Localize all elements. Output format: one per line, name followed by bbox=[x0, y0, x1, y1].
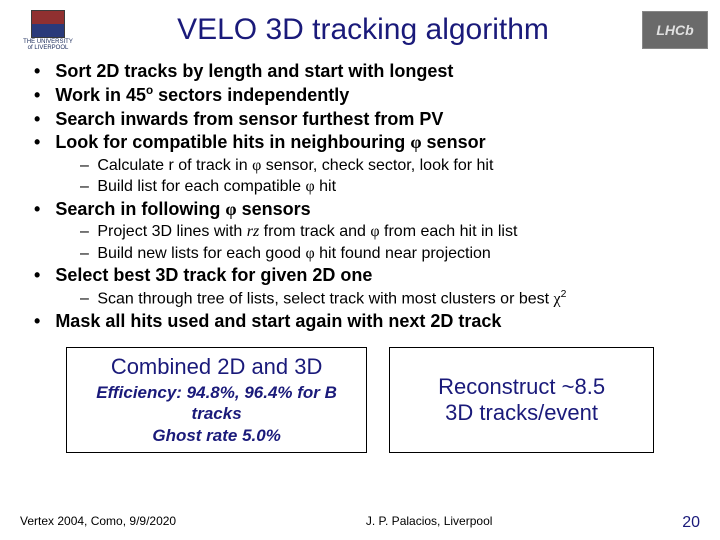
phi-icon: φ bbox=[370, 223, 379, 240]
bullet-list: Mask all hits used and start again with … bbox=[30, 310, 690, 333]
sub-list: Scan through tree of lists, select track… bbox=[80, 288, 690, 310]
phi-icon: φ bbox=[410, 132, 421, 152]
italic-text: rz bbox=[247, 223, 259, 240]
bullet-text: Search inwards from sensor furthest from… bbox=[55, 109, 443, 129]
efficiency-box: Combined 2D and 3D Efficiency: 94.8%, 96… bbox=[66, 347, 367, 453]
bullet-item: Look for compatible hits in neighbouring… bbox=[30, 131, 690, 154]
sub-text: hit bbox=[315, 178, 336, 195]
bullet-item: Search inwards from sensor furthest from… bbox=[30, 108, 690, 131]
institution-line2: of LIVERPOOL bbox=[28, 45, 69, 51]
page-title: VELO 3D tracking algorithm bbox=[84, 13, 642, 47]
chi-icon: χ bbox=[554, 290, 561, 307]
page-number: 20 bbox=[682, 514, 700, 532]
bullet-text: sensors bbox=[237, 199, 311, 219]
sub-item: Build new lists for each good φ hit foun… bbox=[80, 243, 690, 265]
tracks-box: Reconstruct ~8.5 3D tracks/event bbox=[389, 347, 654, 453]
bullet-text: Sort 2D tracks by length and start with … bbox=[55, 61, 453, 81]
footer: Vertex 2004, Como, 9/9/2020 J. P. Palaci… bbox=[0, 514, 720, 532]
sub-text: from track and bbox=[259, 223, 370, 240]
sub-text: sensor, check sector, look for hit bbox=[261, 157, 493, 174]
sub-text: Calculate r of track in bbox=[97, 157, 252, 174]
sub-item: Build list for each compatible φ hit bbox=[80, 176, 690, 198]
bullet-item: Select best 3D track for given 2D one bbox=[30, 264, 690, 287]
sub-list: Project 3D lines with rz from track and … bbox=[80, 221, 690, 264]
bullet-text: Look for compatible hits in neighbouring bbox=[55, 132, 410, 152]
header: THE UNIVERSITY of LIVERPOOL VELO 3D trac… bbox=[0, 0, 720, 56]
content: Sort 2D tracks by length and start with … bbox=[0, 56, 720, 453]
superscript: 2 bbox=[561, 289, 567, 300]
bullet-item: Work in 45o sectors independently bbox=[30, 83, 690, 107]
bullet-text: Search in following bbox=[55, 199, 225, 219]
sub-item: Calculate r of track in φ sensor, check … bbox=[80, 155, 690, 177]
sub-text: Build new lists for each good bbox=[97, 245, 305, 262]
box-line: 3D tracks/event bbox=[400, 400, 643, 426]
bullet-text: Work in 45 bbox=[55, 85, 146, 105]
crest-icon bbox=[31, 10, 65, 38]
box-line: Reconstruct ~8.5 bbox=[400, 374, 643, 400]
bullet-item: Mask all hits used and start again with … bbox=[30, 310, 690, 333]
footer-left: Vertex 2004, Como, 9/9/2020 bbox=[20, 514, 176, 532]
phi-icon: φ bbox=[225, 199, 236, 219]
bullet-list: Sort 2D tracks by length and start with … bbox=[30, 60, 690, 155]
bullet-text: sensor bbox=[422, 132, 486, 152]
box-line: Ghost rate 5.0% bbox=[77, 425, 356, 446]
bullet-item: Search in following φ sensors bbox=[30, 198, 690, 221]
sub-text: Project 3D lines with bbox=[97, 223, 246, 240]
bullet-list: Select best 3D track for given 2D one bbox=[30, 264, 690, 287]
bullet-item: Sort 2D tracks by length and start with … bbox=[30, 60, 690, 83]
sub-item: Scan through tree of lists, select track… bbox=[80, 288, 690, 310]
sub-text: from each hit in list bbox=[380, 223, 518, 240]
phi-icon: φ bbox=[305, 178, 314, 195]
sub-text: Scan through tree of lists, select track… bbox=[97, 290, 553, 307]
bullet-text: Select best 3D track for given 2D one bbox=[55, 265, 372, 285]
university-logo: THE UNIVERSITY of LIVERPOOL bbox=[12, 6, 84, 54]
footer-center: J. P. Palacios, Liverpool bbox=[366, 514, 493, 532]
box-title: Combined 2D and 3D bbox=[77, 354, 356, 380]
sub-list: Calculate r of track in φ sensor, check … bbox=[80, 155, 690, 198]
summary-boxes: Combined 2D and 3D Efficiency: 94.8%, 96… bbox=[66, 347, 654, 453]
phi-icon: φ bbox=[252, 157, 261, 174]
box-line: Efficiency: 94.8%, 96.4% for B tracks bbox=[77, 382, 356, 425]
bullet-list: Search in following φ sensors bbox=[30, 198, 690, 221]
bullet-text: sectors independently bbox=[153, 85, 349, 105]
phi-icon: φ bbox=[305, 245, 314, 262]
lhcb-logo: LHCb bbox=[642, 11, 708, 49]
sub-text: hit found near projection bbox=[315, 245, 491, 262]
bullet-text: Mask all hits used and start again with … bbox=[55, 311, 501, 331]
sub-text: Build list for each compatible bbox=[97, 178, 305, 195]
sub-item: Project 3D lines with rz from track and … bbox=[80, 221, 690, 243]
